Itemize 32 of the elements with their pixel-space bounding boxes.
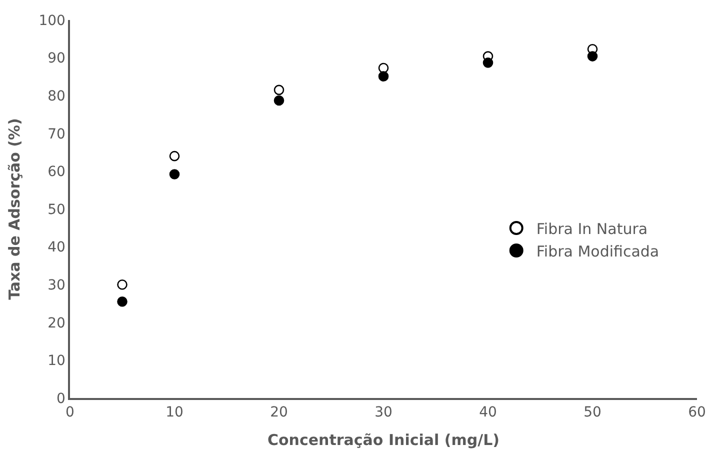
y-tick-label: 100 xyxy=(38,12,66,29)
legend-label: Fibra Modificada xyxy=(536,242,660,260)
x-axis-title: Concentração Inicial (mg/L) xyxy=(267,431,500,450)
x-tick-label: 40 xyxy=(479,404,497,421)
y-tick-label: 10 xyxy=(48,353,66,370)
y-tick-label: 30 xyxy=(48,278,66,294)
point xyxy=(117,296,128,307)
y-tick-label: 80 xyxy=(48,88,66,104)
point xyxy=(117,279,128,290)
y-tick-label: 0 xyxy=(56,390,66,407)
legend-label: Fibra In Natura xyxy=(536,220,648,238)
y-tick-label: 70 xyxy=(48,126,66,142)
x-tick-label: 20 xyxy=(270,404,288,421)
point xyxy=(274,95,284,106)
y-tick-label: 50 xyxy=(48,202,66,218)
point xyxy=(587,51,598,62)
x-tick-label: 60 xyxy=(688,404,706,421)
point xyxy=(587,44,598,54)
point xyxy=(169,150,180,162)
y-tick-label: 60 xyxy=(48,164,66,180)
point xyxy=(482,58,494,68)
point xyxy=(378,62,389,74)
point xyxy=(274,84,284,96)
point xyxy=(169,169,180,180)
y-axis-title: Taxa de Adsorção (%) xyxy=(5,118,24,300)
y-tick-label: 20 xyxy=(48,315,66,332)
y-tick-label: 40 xyxy=(48,240,66,256)
y-tick-label: 90 xyxy=(48,50,66,67)
x-tick-label: 50 xyxy=(584,404,602,421)
point xyxy=(378,71,389,82)
x-tick-label: 30 xyxy=(374,404,392,421)
x-tick-label: 10 xyxy=(166,404,184,421)
